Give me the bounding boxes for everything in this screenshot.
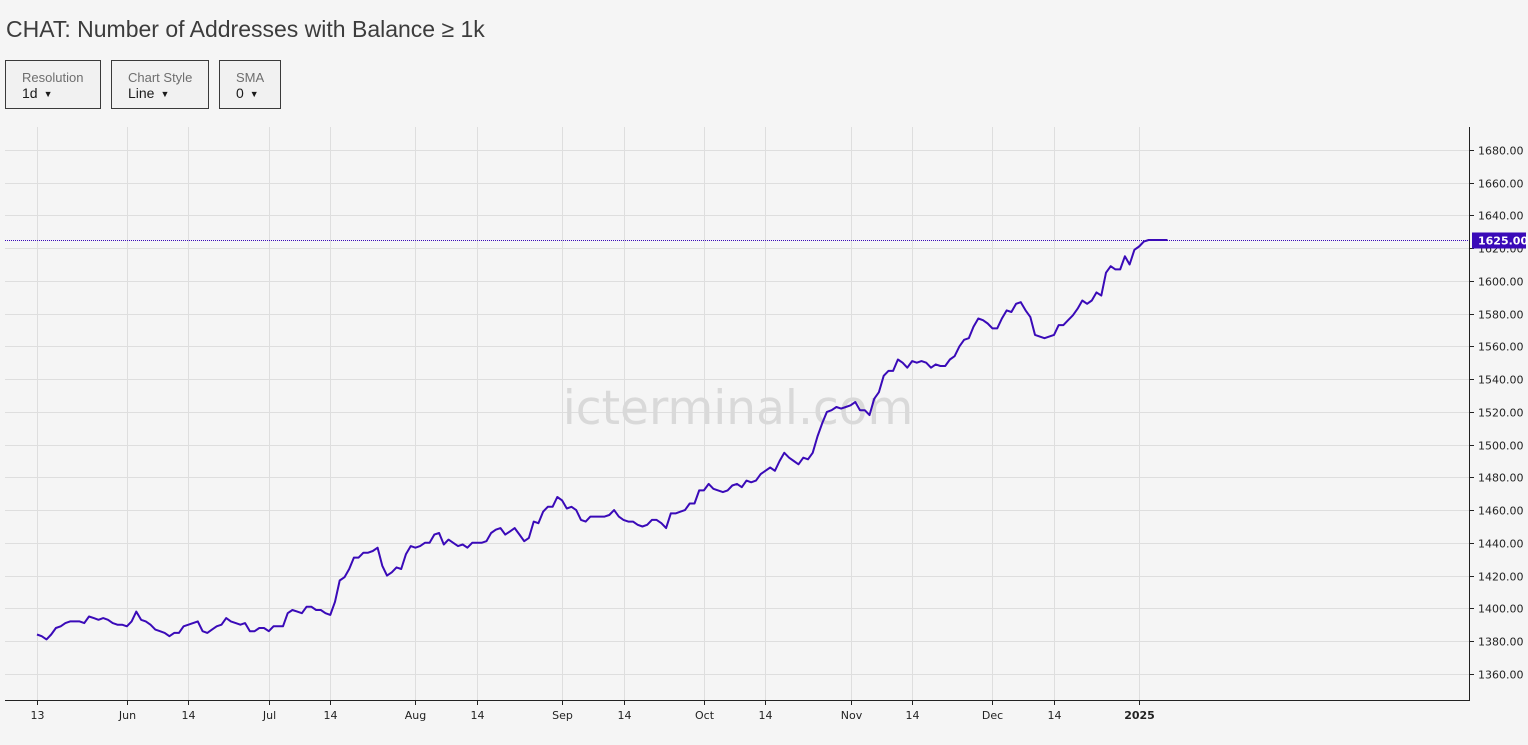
chart-axes (5, 127, 1470, 701)
resolution-dropdown[interactable]: Resolution 1d ▼ (5, 60, 101, 109)
data-series-line (36, 239, 1168, 641)
x-tick-label-8: 14 (618, 709, 632, 722)
x-tick-label-2: 14 (182, 709, 196, 722)
sma-label: SMA (236, 70, 265, 85)
y-tick-label-7: 1500.00 (1478, 440, 1524, 453)
chart-style-dropdown[interactable]: Chart Style Line ▼ (111, 60, 209, 109)
x-tick-label-4: 14 (324, 709, 338, 722)
x-tick-label-15: 2025 (1124, 709, 1155, 722)
watermark: icterminal.com (563, 381, 914, 436)
y-tick-label-10: 1560.00 (1478, 341, 1524, 354)
chart-grid (5, 127, 1469, 700)
sma-value: 0 (236, 85, 244, 101)
y-tick-label-11: 1580.00 (1478, 309, 1524, 322)
x-tick-label-14: 14 (1048, 709, 1062, 722)
y-tick-label-0: 1360.00 (1478, 669, 1524, 682)
x-tick-label-3: Jul (262, 709, 276, 722)
y-tick-label-14: 1640.00 (1478, 210, 1524, 223)
y-tick-label-5: 1460.00 (1478, 505, 1524, 518)
caret-down-icon: ▼ (249, 89, 259, 99)
chart-style-label: Chart Style (128, 70, 193, 85)
x-tick-label-9: Oct (695, 709, 715, 722)
sma-dropdown[interactable]: SMA 0 ▼ (219, 60, 281, 109)
y-tick-label-2: 1400.00 (1478, 603, 1524, 616)
y-tick-label-3: 1420.00 (1478, 571, 1524, 584)
current-value-tag-background (1472, 232, 1526, 249)
y-tick-label-9: 1540.00 (1478, 374, 1524, 387)
y-tick-label-4: 1440.00 (1478, 538, 1524, 551)
y-axis-ticks: 1360.00 1380.00 1400.00 1420.00 1440.00 1460.… (1469, 145, 1524, 682)
chart-title: CHAT: Number of Addresses with Balance ≥… (6, 16, 485, 42)
x-tick-label-0: 13 (31, 709, 45, 722)
caret-down-icon: ▼ (160, 89, 170, 99)
y-tick-label-1: 1380.00 (1478, 636, 1524, 649)
y-tick-label-6: 1480.00 (1478, 472, 1524, 485)
x-tick-label-6: 14 (471, 709, 485, 722)
x-tick-label-13: Dec (982, 709, 1003, 722)
resolution-label: Resolution (22, 70, 84, 85)
x-tick-label-12: 14 (906, 709, 920, 722)
x-tick-label-7: Sep (552, 709, 573, 722)
y-tick-label-12: 1600.00 (1478, 276, 1524, 289)
x-tick-label-5: Aug (405, 709, 426, 722)
current-value-label: 1625.00 (1478, 235, 1528, 248)
chart-style-value: Line (128, 85, 155, 101)
x-axis-ticks: 13 Jun 14 Jul 14 Aug 14 Sep 14 Oct 14 Nov 14 Dec 14 202… (31, 700, 1155, 722)
y-tick-label-8: 1520.00 (1478, 407, 1524, 420)
caret-down-icon: ▼ (43, 89, 53, 99)
resolution-value: 1d (22, 85, 38, 101)
y-tick-label-15: 1660.00 (1478, 178, 1524, 191)
current-value-tag: 1625.00 (1472, 232, 1528, 249)
x-tick-label-1: Jun (118, 709, 136, 722)
y-tick-label-16: 1680.00 (1478, 145, 1524, 158)
x-tick-label-10: 14 (759, 709, 773, 722)
x-tick-label-11: Nov (841, 709, 863, 722)
